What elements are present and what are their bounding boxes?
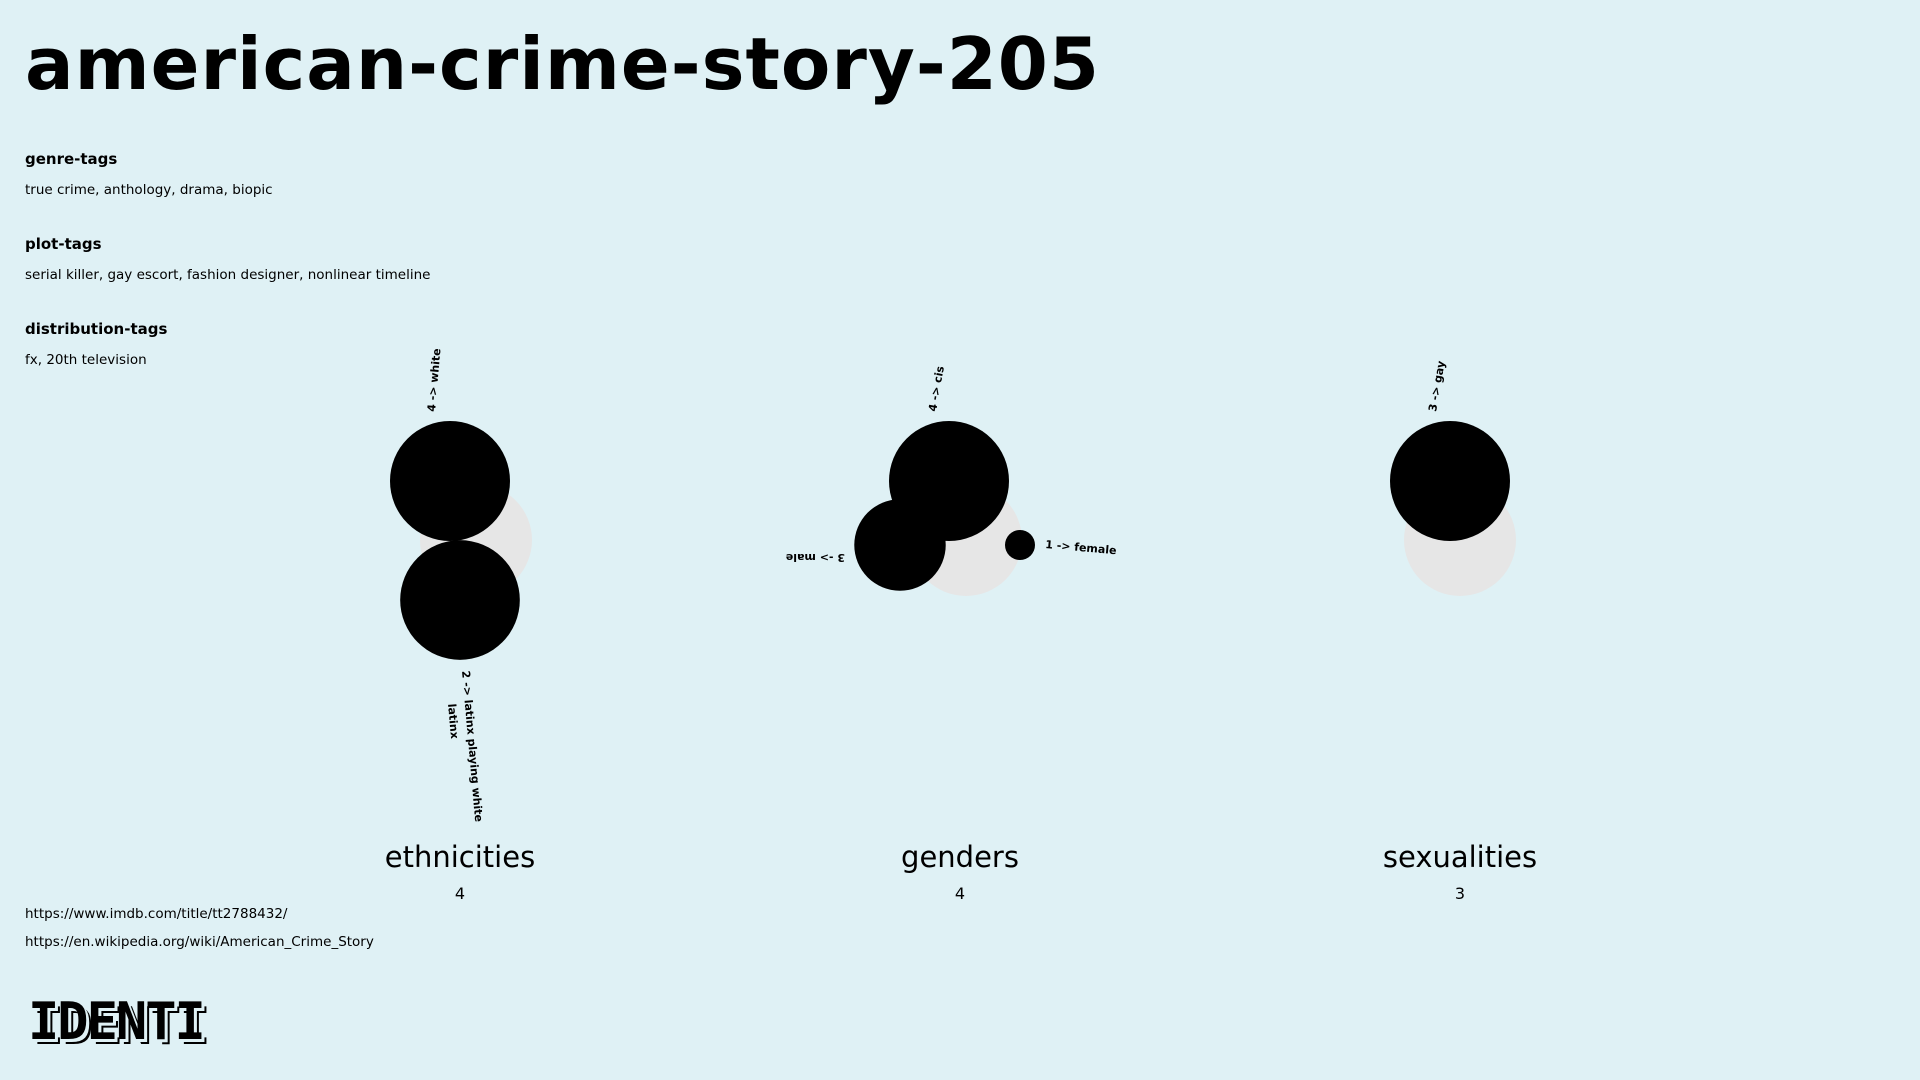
sexualities-count: 3 bbox=[1454, 884, 1466, 903]
genre-tags-value: true crime, anthology, drama, biopic bbox=[25, 182, 273, 198]
imdb-link[interactable]: https://www.imdb.com/title/tt2788432/ bbox=[25, 906, 288, 922]
sexualities-bubble-gay bbox=[1390, 421, 1510, 541]
identi-logo: IDENTI bbox=[28, 992, 206, 1052]
genders-label-female: 1 -> female bbox=[1045, 538, 1117, 557]
genders-bubble-male bbox=[854, 499, 946, 591]
plot-tags-heading: plot-tags bbox=[25, 235, 102, 253]
genre-tags-heading: genre-tags bbox=[25, 150, 118, 168]
genders-count: 4 bbox=[954, 884, 966, 903]
wikipedia-link[interactable]: https://en.wikipedia.org/wiki/American_C… bbox=[25, 934, 374, 950]
ethnicities-bubble-white bbox=[390, 421, 510, 541]
ethnicities-label-white: 4 -> white bbox=[425, 348, 443, 412]
sexualities-label-gay: 3 -> gay bbox=[1426, 360, 1448, 413]
ethnicities-label-latinx: latinx bbox=[445, 703, 461, 739]
ethnicities-bubble-latinx bbox=[400, 540, 520, 660]
plot-tags-value: serial killer, gay escort, fashion desig… bbox=[25, 267, 431, 283]
page-title: american-crime-story-205 bbox=[25, 22, 1100, 106]
ethnicities-title: ethnicities bbox=[384, 840, 536, 874]
ethnicities-label-latinx-playing-white: 2 -> latinx playing white bbox=[459, 670, 485, 822]
ethnicities-count: 4 bbox=[454, 884, 466, 903]
genders-bubble-female bbox=[1005, 530, 1035, 560]
genders-label-male: 3 -> male bbox=[786, 551, 845, 564]
genders-title: genders bbox=[901, 840, 1019, 874]
distribution-tags-value: fx, 20th television bbox=[25, 352, 147, 368]
distribution-tags-heading: distribution-tags bbox=[25, 320, 168, 338]
sexualities-title: sexualities bbox=[1382, 840, 1538, 874]
genders-label-cis: 4 -> cis bbox=[926, 365, 947, 413]
